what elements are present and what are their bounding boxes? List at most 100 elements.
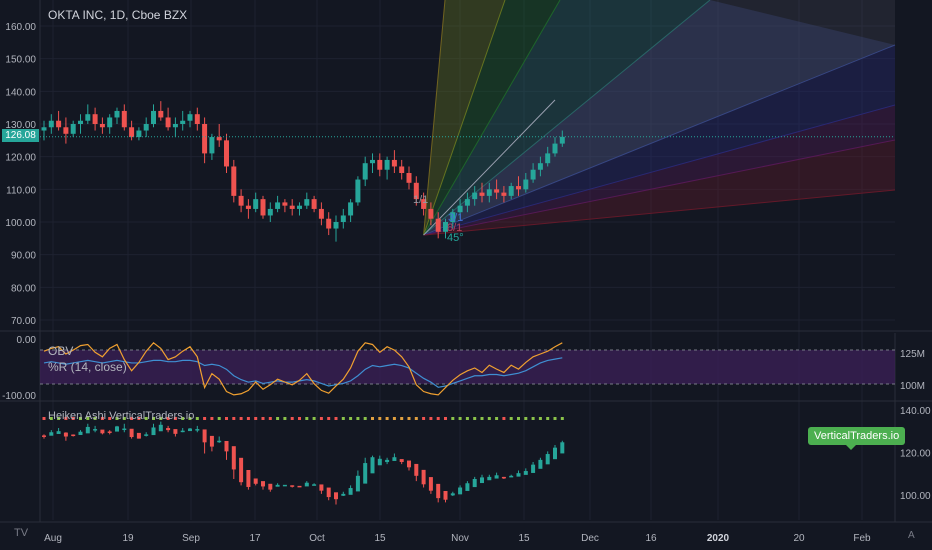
ha-signal-dot (276, 417, 280, 420)
willr-label[interactable]: %R (14, close) (48, 360, 127, 374)
auto-scale-button[interactable]: A (908, 530, 915, 541)
ha-signal-dot (502, 417, 506, 420)
ha-candle-body (188, 428, 192, 432)
ha-signal-dot (341, 417, 345, 420)
ha-candle-body (129, 428, 134, 438)
candle-body (406, 173, 412, 183)
candle-body (435, 218, 441, 232)
obv-label[interactable]: OBV (48, 344, 74, 358)
ha-signal-dot (436, 417, 440, 420)
x-tick-label: Feb (853, 533, 871, 544)
y-tick-label: 80.00 (11, 283, 36, 294)
gann-fan-line (423, 189, 896, 236)
ha-signal-dot (144, 417, 148, 420)
ha-candle-body (78, 431, 83, 435)
ha-signal-dot (93, 417, 97, 420)
x-tick-label: 17 (249, 533, 261, 544)
ha-signal-dot (152, 417, 155, 420)
candle-body (297, 205, 302, 209)
ha-signal-dot (429, 417, 433, 420)
ha-signal-dot (444, 417, 447, 420)
ha-candle-body (399, 459, 404, 462)
y-tick-label: 110.00 (6, 185, 36, 196)
candle-body (421, 199, 427, 209)
x-tick-label: 15 (374, 533, 386, 544)
ha-candle-body (531, 464, 536, 473)
ha-signal-dot (79, 417, 82, 420)
ha-candle-body (261, 481, 265, 487)
candle-body (355, 179, 361, 203)
ha-candle-body (144, 434, 149, 436)
ha-signal-dot (254, 417, 258, 420)
ha-signal-dot (312, 417, 316, 420)
ha-signal-dot (531, 417, 535, 420)
ha-candle-body (290, 485, 295, 487)
ha-signal-dot (115, 417, 119, 420)
axes: 160.00150.00140.00130.00120.00110.00100.… (2, 22, 931, 544)
ha-candle-body (538, 459, 543, 469)
y-tick-label: 90.00 (11, 251, 36, 262)
ha-candle-body (501, 476, 506, 479)
ha-signal-dot (400, 417, 404, 420)
candle-body (158, 110, 164, 118)
gann-label-1-1: 1/1 (413, 194, 429, 206)
candle-body (245, 205, 251, 209)
ha-candle-body (377, 458, 382, 466)
willr-axis-label: 0.00 (17, 335, 37, 346)
candle-body (384, 159, 390, 170)
ha-signal-dot (225, 417, 228, 420)
ha-candle-body (414, 463, 419, 476)
candle-body (260, 199, 266, 216)
ha-signal-dot (524, 417, 528, 420)
candle-body (121, 110, 127, 128)
candle-body (289, 205, 295, 209)
candle-body (479, 192, 485, 196)
willr-axis-label: -100.00 (2, 391, 36, 402)
tradingview-logo[interactable]: TV (14, 527, 29, 539)
candle-body (180, 120, 186, 124)
ha-candle-body (42, 435, 46, 437)
ha-signal-dot (363, 417, 367, 420)
ha-signal-dot (166, 417, 170, 420)
candle-body (326, 218, 332, 229)
ha-signal-dot (305, 417, 309, 420)
indicator-pane (40, 341, 895, 396)
candle-body (508, 186, 514, 196)
ha-signal-dot (487, 417, 491, 420)
ha-candle-body (472, 479, 477, 488)
ha-candle-body (304, 482, 309, 487)
candle-body (377, 159, 383, 170)
candle-body (457, 205, 463, 213)
y-tick-label: 160.00 (5, 22, 36, 33)
candle-body (494, 189, 500, 193)
ha-candle-body (282, 484, 287, 487)
candle-body (275, 202, 281, 209)
ha-candle-body (458, 487, 463, 495)
ha-signal-dot (203, 417, 207, 420)
candle-body (114, 110, 120, 118)
ha-candle-body (158, 424, 163, 432)
x-tick-label: 15 (518, 533, 530, 544)
chart-title: OKTA INC, 1D, Cboe BZX (48, 8, 188, 22)
candle-body (428, 208, 434, 219)
ha-candle-body (436, 483, 441, 499)
ha-axis-label: 140.00 (900, 406, 931, 417)
x-tick-label: Oct (309, 533, 325, 544)
candle-body (282, 202, 288, 206)
ha-candle-body (443, 491, 448, 500)
candle-body (143, 124, 149, 131)
heiken-ashi-label[interactable]: Heiken Ashi VerticalTraders.io (48, 410, 195, 422)
gann-fan-line (423, 44, 896, 236)
ha-candle-body (326, 487, 331, 498)
ha-candle-body (71, 434, 76, 437)
ha-candle-body (553, 447, 557, 460)
ha-signal-dot (414, 417, 418, 420)
ha-candle-body (275, 484, 280, 487)
ha-signal-dot (71, 417, 75, 420)
ha-candle-body (341, 493, 346, 496)
ha-candle-body (319, 484, 324, 491)
ha-signal-dot (217, 417, 221, 420)
x-tick-label: Dec (581, 533, 599, 544)
ha-signal-dot (159, 417, 163, 420)
